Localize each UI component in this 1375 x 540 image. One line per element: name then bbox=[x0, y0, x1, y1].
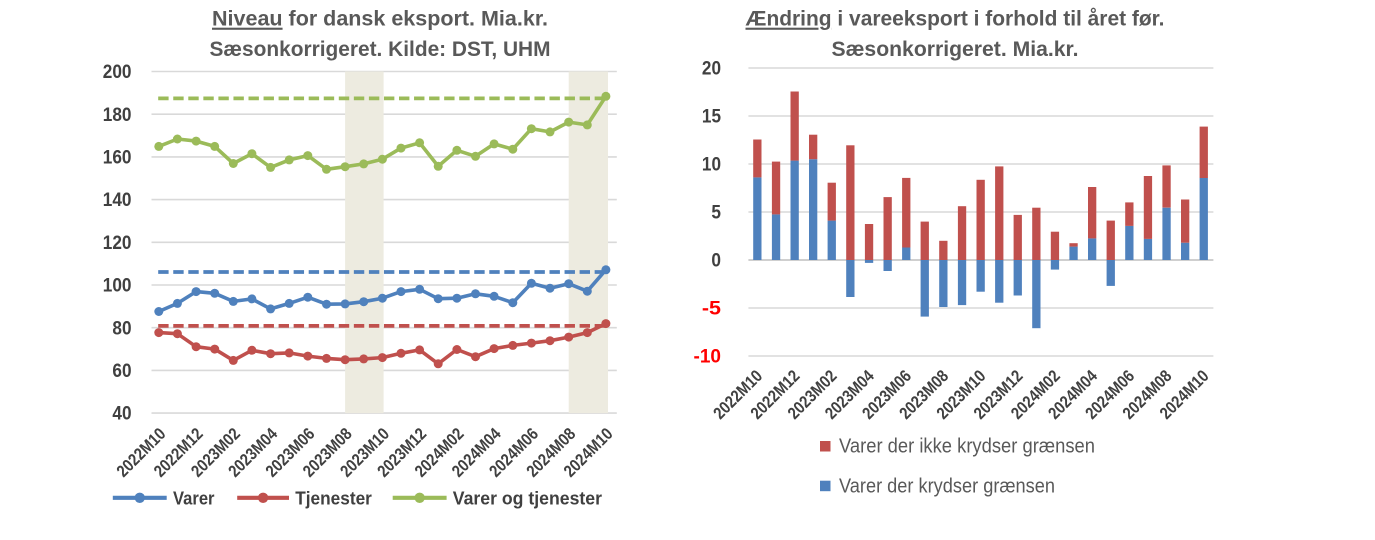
svg-text:160: 160 bbox=[103, 148, 132, 169]
svg-text:10: 10 bbox=[702, 155, 721, 176]
svg-text:Ændring i vareeksport i forhol: Ændring i vareeksport i forhold til året… bbox=[746, 8, 1165, 31]
svg-text:Sæsonkorrigeret. Kilde: DST, U: Sæsonkorrigeret. Kilde: DST, UHM bbox=[210, 38, 551, 61]
svg-text:80: 80 bbox=[112, 318, 131, 339]
svg-text:100: 100 bbox=[103, 276, 132, 297]
svg-text:5: 5 bbox=[711, 203, 721, 224]
svg-text:Varer der krydser grænsen: Varer der krydser grænsen bbox=[839, 475, 1055, 497]
svg-text:Varer der ikke krydser grænsen: Varer der ikke krydser grænsen bbox=[839, 436, 1095, 458]
svg-text:180: 180 bbox=[103, 105, 132, 126]
svg-text:60: 60 bbox=[112, 361, 131, 382]
svg-text:Niveau for dansk eksport. Mia.: Niveau for dansk eksport. Mia.kr. bbox=[212, 8, 548, 31]
svg-text:Varer: Varer bbox=[173, 488, 215, 508]
svg-text:Sæsonkorrigeret. Mia.kr.: Sæsonkorrigeret. Mia.kr. bbox=[832, 38, 1079, 61]
svg-text:-5: -5 bbox=[702, 299, 722, 320]
svg-text:120: 120 bbox=[103, 233, 132, 254]
svg-text:0: 0 bbox=[711, 251, 721, 272]
svg-text:15: 15 bbox=[702, 107, 721, 128]
svg-text:200: 200 bbox=[103, 62, 132, 83]
svg-text:40: 40 bbox=[112, 404, 131, 425]
svg-text:Varer og tjenester: Varer og tjenester bbox=[453, 488, 602, 508]
svg-text:-10: -10 bbox=[694, 347, 722, 368]
svg-text:140: 140 bbox=[103, 190, 132, 211]
svg-text:Tjenester: Tjenester bbox=[295, 488, 372, 508]
svg-text:20: 20 bbox=[702, 59, 721, 80]
